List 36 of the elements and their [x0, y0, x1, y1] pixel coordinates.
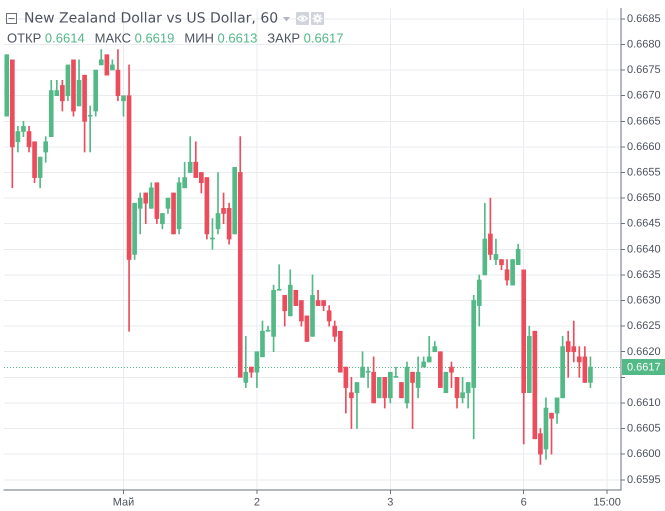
y-tick-label: 0.6640 [627, 243, 661, 256]
y-tick-label: 0.6610 [627, 396, 661, 409]
y-tick-label: 0.6645 [627, 218, 661, 230]
y-tick-label: 0.6600 [627, 448, 661, 460]
y-tick-label: 0.6630 [627, 294, 661, 307]
candlestick [449, 362, 454, 388]
annotation: ЗАКР 0.6617 [267, 30, 344, 46]
y-tick-label: 0.6675 [627, 64, 661, 76]
candlestick [210, 218, 215, 250]
y-tick-label: 0.6665 [627, 115, 661, 128]
y-tick-label: 0.6625 [627, 320, 661, 332]
x-tick-label: 3 [387, 496, 394, 509]
y-tick-label: 0.6670 [627, 90, 661, 102]
y-tick-label: 0.6680 [627, 38, 661, 50]
y-tick-label: 0.6660 [627, 140, 661, 153]
ref-line-label: 0.6617 [627, 362, 661, 374]
annotation: ОТКР 0.6614 [7, 30, 85, 46]
x-tick-label: 6 [520, 496, 527, 509]
y-tick-label: 0.6620 [627, 346, 661, 358]
annotation: МИН 0.6613 [184, 30, 258, 46]
y-tick-label: 0.6650 [627, 192, 661, 204]
y-tick-label: 0.6685 [627, 12, 661, 25]
candlestick [216, 172, 220, 234]
candlestick [354, 382, 360, 429]
chart-title: New Zealand Dollar vs US Dollar, 60 [24, 10, 278, 27]
y-tick-label: 0.6605 [627, 422, 661, 435]
candlestick [410, 372, 415, 429]
x-tick-label: 2 [254, 496, 260, 509]
x-tick-label: 15:00 [593, 496, 621, 509]
candlestick [549, 412, 554, 454]
annotation: МАКС 0.6619 [94, 30, 174, 46]
y-tick-label: 0.6635 [627, 268, 661, 281]
candlestick [494, 238, 498, 265]
y-tick-label: 0.6655 [627, 166, 661, 179]
y-tick-label: 0.6595 [627, 474, 661, 486]
x-tick-label: Май [112, 496, 134, 509]
